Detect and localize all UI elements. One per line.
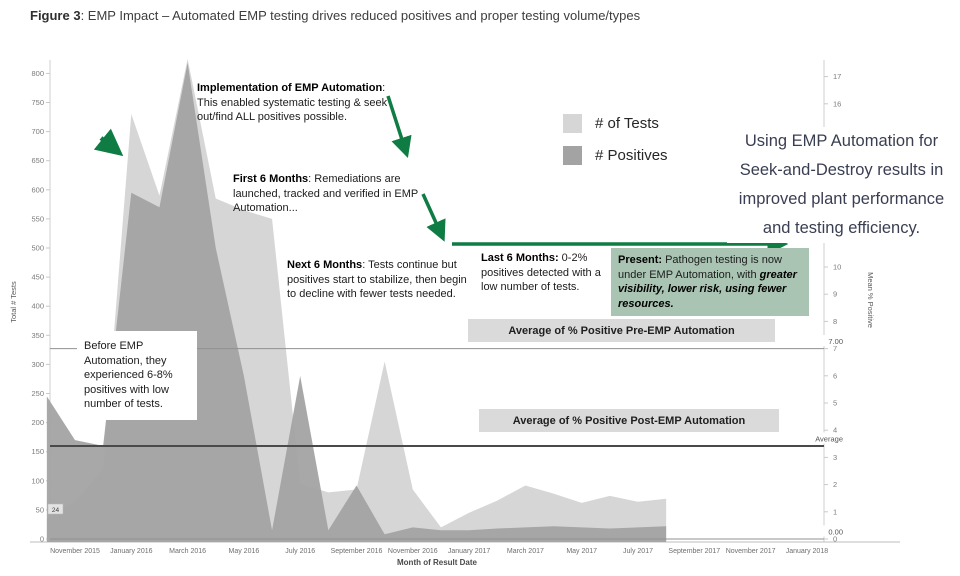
tests-swatch-icon	[563, 114, 582, 133]
reference-line-label: 0.00	[828, 528, 843, 537]
y-left-tick-label: 200	[31, 418, 44, 427]
y-left-tick-label: 800	[31, 69, 44, 78]
annotation-first-6-months: First 6 Months: Remediations are launche…	[233, 172, 419, 216]
annotation-implementation-body: : This enabled systematic testing & seek…	[197, 82, 388, 123]
annotation-implementation-lead: Implementation of EMP Automation	[197, 82, 383, 94]
annotation-next6-lead: Next 6 Months	[287, 259, 363, 271]
x-tick-label: November 2017	[726, 548, 776, 555]
y-left-tick-label: 150	[31, 447, 44, 456]
x-tick-label: July 2017	[623, 548, 653, 555]
pre-emp-average-label: Average of % Positive Pre-EMP Automation	[468, 319, 775, 342]
y-left-tick-label: 350	[31, 331, 44, 340]
figure-number: Figure 3	[30, 8, 81, 23]
y-left-tick-label: 50	[36, 505, 44, 514]
x-tick-label: November 2016	[388, 548, 438, 555]
x-tick-label: January 2018	[786, 548, 829, 555]
mark-label-bg	[47, 503, 64, 515]
reference-line-label-bg	[796, 432, 846, 444]
y-right-tick-label: 1	[833, 507, 837, 516]
mark-label: 24	[52, 507, 60, 514]
y-right-tick-label: 7	[833, 344, 837, 353]
y-left-tick-label: 300	[31, 360, 44, 369]
annotation-present-emphasis: greater visibility, lower risk, using fe…	[618, 268, 797, 310]
legend-label-tests: # of Tests	[595, 115, 659, 132]
annotation-last-6-months: Last 6 Months: 0-2% positives detected w…	[481, 251, 616, 295]
arrow-next-6-months-icon	[421, 193, 446, 242]
y-left-tick-label: 400	[31, 302, 44, 311]
x-tick-label: January 2016	[110, 548, 153, 555]
x-tick-label: March 2017	[507, 548, 544, 555]
reference-line-label: 7.00	[828, 337, 843, 346]
x-tick-label: September 2017	[668, 548, 720, 555]
x-tick-label: March 2016	[169, 548, 206, 555]
annotation-first6-lead: First 6 Months	[233, 173, 309, 185]
y-left-tick-label: 650	[31, 156, 44, 165]
y-right-tick-label: 6	[833, 371, 837, 380]
y-right-tick-label: 3	[833, 453, 837, 462]
y-right-tick-label: 16	[833, 99, 841, 108]
y-left-tick-label: 500	[31, 244, 44, 253]
y-right-tick-label: 17	[833, 72, 841, 81]
x-axis-title: Month of Result Date	[397, 558, 478, 567]
annotation-next-6-months: Next 6 Months: Tests continue but positi…	[287, 258, 473, 302]
arrow-first-6-months-icon	[386, 95, 412, 158]
y-left-tick-label: 600	[31, 185, 44, 194]
positives-area	[46, 62, 667, 543]
y-right-tick-label: 8	[833, 317, 837, 326]
arrow-before-emp-icon	[93, 128, 124, 157]
y-right-axis-title: Mean % Positive	[866, 272, 875, 328]
annotation-first6-body: : Remediations are launched, tracked and…	[233, 173, 419, 214]
legend-item-tests: # of Tests	[563, 114, 668, 133]
y-right-tick-label: 10	[833, 263, 841, 272]
y-right-tick-label: 4	[833, 426, 837, 435]
insight-note: Using EMP Automation for Seek-and-Destro…	[727, 127, 956, 243]
post-emp-average-label: Average of % Positive Post-EMP Automatio…	[479, 409, 779, 432]
x-tick-label: November 2015	[50, 548, 100, 555]
reference-line-label: Average	[815, 434, 843, 443]
figure-title: Figure 3: EMP Impact – Automated EMP tes…	[30, 8, 640, 23]
annotation-present-body: Pathogen testing is now under EMP Automa…	[618, 254, 782, 281]
y-left-tick-label: 100	[31, 476, 44, 485]
annotation-implementation: Implementation of EMP Automation: This e…	[197, 81, 389, 125]
reference-line-label-bg	[796, 525, 846, 537]
y-left-tick-label: 250	[31, 389, 44, 398]
x-tick-label: January 2017	[448, 548, 491, 555]
annotation-next6-body: : Tests continue but positives start to …	[287, 259, 467, 300]
y-right-tick-label: 2	[833, 480, 837, 489]
annotation-last6-lead: Last 6 Months:	[481, 252, 559, 264]
y-left-tick-label: 700	[31, 127, 44, 136]
y-left-tick-label: 0	[40, 535, 44, 544]
annotation-last6-body: 0-2% positives detected with a low numbe…	[481, 252, 601, 293]
legend-label-positives: # Positives	[595, 147, 668, 164]
callout-tail	[88, 412, 116, 434]
x-tick-label: May 2016	[229, 548, 260, 555]
y-right-tick-label: 9	[833, 290, 837, 299]
figure-title-text: : EMP Impact – Automated EMP testing dri…	[80, 8, 641, 23]
y-right-tick-label: 0	[833, 535, 837, 544]
reference-line-label-bg	[796, 335, 846, 347]
x-tick-label: September 2016	[331, 548, 383, 555]
x-tick-label: May 2017	[566, 548, 597, 555]
annotation-present: Present: Pathogen testing is now under E…	[611, 248, 809, 316]
legend: # of Tests # Positives	[563, 114, 668, 178]
y-right-tick-label: 5	[833, 399, 837, 408]
y-left-tick-label: 450	[31, 273, 44, 282]
y-left-tick-label: 550	[31, 214, 44, 223]
annotation-present-lead: Present:	[618, 254, 663, 266]
positives-swatch-icon	[563, 146, 582, 165]
y-left-tick-label: 750	[31, 98, 44, 107]
legend-item-positives: # Positives	[563, 146, 668, 165]
x-tick-label: July 2016	[285, 548, 315, 555]
y-left-axis-title: Total # Tests	[9, 281, 18, 323]
annotation-before-emp: Before EMP Automation, they experienced …	[77, 331, 197, 420]
